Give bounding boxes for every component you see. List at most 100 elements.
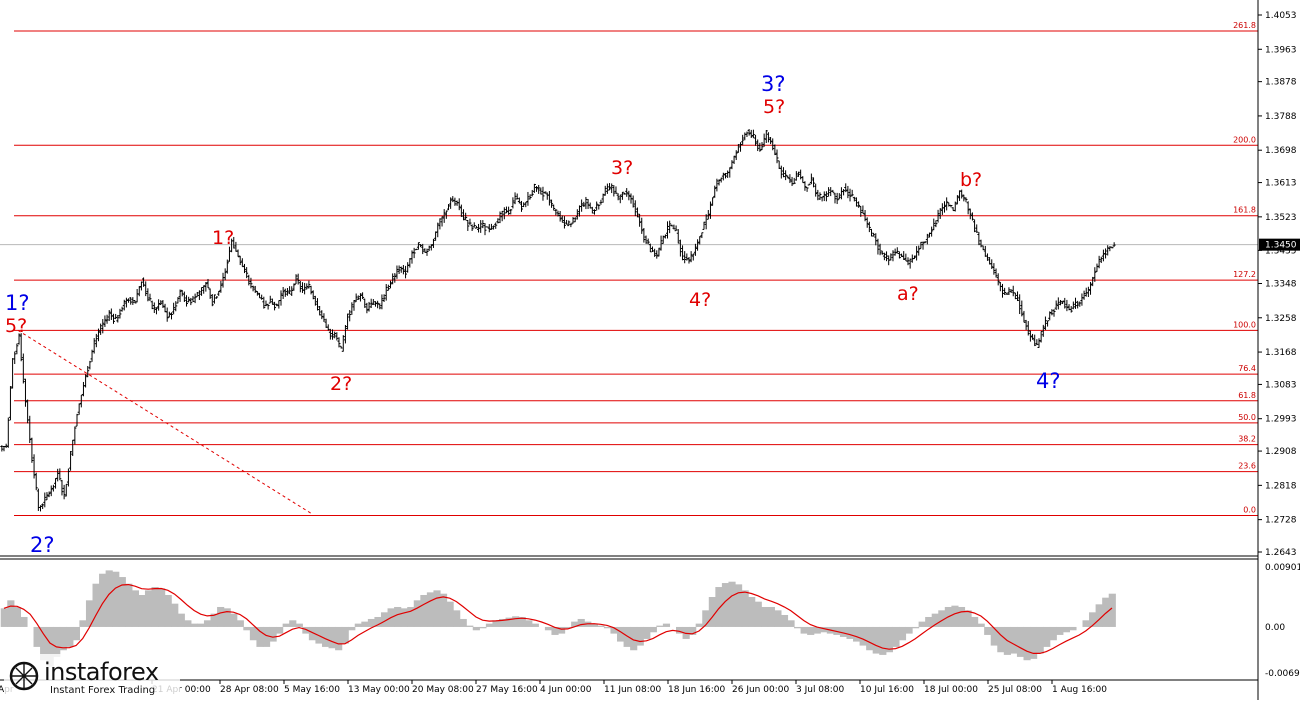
osc-histogram-bar	[938, 610, 946, 627]
osc-histogram-bar	[748, 597, 756, 627]
osc-histogram-bar	[348, 626, 356, 631]
price-tick-label: 1.3083	[1265, 380, 1297, 390]
osc-histogram-bar	[243, 626, 251, 631]
osc-histogram-bar	[735, 584, 743, 627]
osc-histogram-bar	[623, 626, 631, 647]
time-tick-label: 5 May 16:00	[284, 685, 340, 695]
osc-histogram-bar	[308, 626, 317, 641]
osc-histogram-bar	[577, 618, 585, 627]
fib-levels: 261.8 200.0 161.8 127.2 100.0 76.4 61.8 50.0 38.…	[0, 21, 1258, 516]
osc-histogram-bar	[13, 606, 21, 627]
osc-histogram-bar	[617, 626, 625, 642]
osc-tick-label: 0.00	[1265, 623, 1285, 633]
osc-histogram-bar	[190, 623, 199, 627]
osc-histogram-bar	[1016, 626, 1025, 657]
osc-histogram-bar	[597, 625, 605, 627]
osc-histogram-bar	[898, 626, 907, 641]
osc-tick-label: -0.00692	[1265, 669, 1300, 679]
osc-histogram-bar	[774, 610, 782, 627]
osc-histogram-bar	[859, 626, 867, 646]
fib-label: 23.6	[1238, 462, 1256, 471]
osc-histogram-bar	[925, 616, 933, 627]
time-tick-label: 11 Jun 08:00	[604, 685, 661, 695]
osc-histogram-bar	[118, 577, 126, 627]
osc-histogram-bar	[689, 626, 697, 635]
osc-histogram-bar	[479, 626, 487, 629]
time-tick-label: 27 May 16:00	[476, 685, 538, 695]
oscillator-panel: 0.00901 0.00 -0.00692	[0, 563, 1300, 679]
osc-histogram-bar	[872, 626, 880, 654]
fib-label: 61.8	[1238, 391, 1256, 400]
price-tick-label: 1.3348	[1265, 280, 1297, 290]
osc-histogram-bar	[885, 626, 893, 653]
osc-histogram-bar	[72, 626, 80, 641]
osc-histogram-bar	[335, 626, 343, 651]
osc-histogram-bar	[453, 610, 461, 627]
osc-histogram-bar	[564, 626, 572, 629]
time-tick-label: 13 May 00:00	[348, 685, 410, 695]
time-tick-label: 10 Jul 16:00	[860, 685, 914, 695]
osc-histogram-bar	[223, 608, 231, 627]
osc-histogram-bar	[138, 595, 146, 627]
price-tick-label: 1.3435	[1265, 246, 1297, 256]
osc-histogram-bar	[794, 626, 802, 629]
osc-histogram-bar	[295, 623, 303, 627]
osc-histogram-bar	[715, 587, 723, 627]
fib-label: 200.0	[1233, 135, 1256, 144]
osc-histogram-bar	[590, 623, 598, 627]
osc-histogram-bar	[866, 626, 874, 651]
osc-histogram-bar	[341, 626, 349, 644]
osc-histogram-bar	[558, 626, 566, 634]
osc-histogram-bar	[33, 626, 41, 647]
instaforex-logo: instaforex Instant Forex Trading	[4, 654, 180, 700]
osc-histogram-bar	[1102, 597, 1110, 627]
osc-histogram-bar	[276, 626, 284, 634]
osc-histogram-bar	[236, 620, 244, 627]
osc-histogram-bar	[426, 592, 435, 627]
logo-brand: instaforex	[44, 658, 159, 686]
osc-histogram-bar	[40, 626, 48, 661]
logo-tagline: Instant Forex Trading	[50, 685, 156, 696]
osc-histogram-bar	[643, 626, 651, 639]
osc-histogram-bar	[1062, 626, 1070, 633]
wave-label: 5?	[763, 96, 785, 118]
fib-label: 127.2	[1233, 270, 1256, 279]
osc-histogram-bar	[892, 626, 900, 647]
osc-histogram-bar	[1049, 626, 1057, 641]
osc-histogram-bar	[20, 616, 28, 627]
osc-histogram-bar	[0, 608, 8, 627]
price-tick-label: 1.2993	[1265, 415, 1297, 425]
time-tick-label: 4 Jun 00:00	[540, 685, 592, 695]
osc-histogram-bar	[99, 573, 107, 627]
trend-dashed-line	[17, 329, 313, 515]
fib-label: 38.2	[1238, 435, 1256, 444]
osc-histogram-bar	[203, 620, 212, 627]
price-tick-label: 1.2818	[1265, 481, 1297, 491]
osc-histogram-bar	[380, 612, 389, 627]
time-tick-label: 21 Apr 00:00	[152, 685, 211, 695]
time-tick-label: 18 Jun 16:00	[668, 685, 725, 695]
time-tick-label: 1 Aug 16:00	[1052, 685, 1107, 695]
osc-histogram-bar	[79, 620, 87, 627]
osc-histogram-bar	[780, 614, 789, 627]
osc-histogram-bar	[708, 597, 716, 627]
fib-label: 261.8	[1233, 21, 1256, 30]
wave-label: 5?	[5, 315, 27, 337]
trend-line	[17, 329, 313, 515]
osc-histogram-bar	[728, 581, 736, 627]
osc-histogram-bar	[662, 623, 671, 627]
osc-histogram-bar	[551, 626, 559, 635]
osc-histogram-bar	[990, 626, 998, 646]
osc-histogram-bar	[971, 616, 979, 627]
osc-histogram-bar	[525, 620, 533, 627]
price-tick-label: 1.3698	[1265, 146, 1297, 156]
osc-histogram-bar	[485, 623, 494, 627]
wave-label: a?	[897, 283, 919, 305]
osc-histogram-bar	[439, 593, 448, 627]
osc-histogram-bar	[446, 601, 454, 627]
osc-histogram-bar	[512, 616, 520, 627]
osc-histogram-bar	[321, 626, 330, 647]
osc-histogram-bar	[413, 600, 421, 627]
osc-histogram-bar	[256, 626, 264, 647]
